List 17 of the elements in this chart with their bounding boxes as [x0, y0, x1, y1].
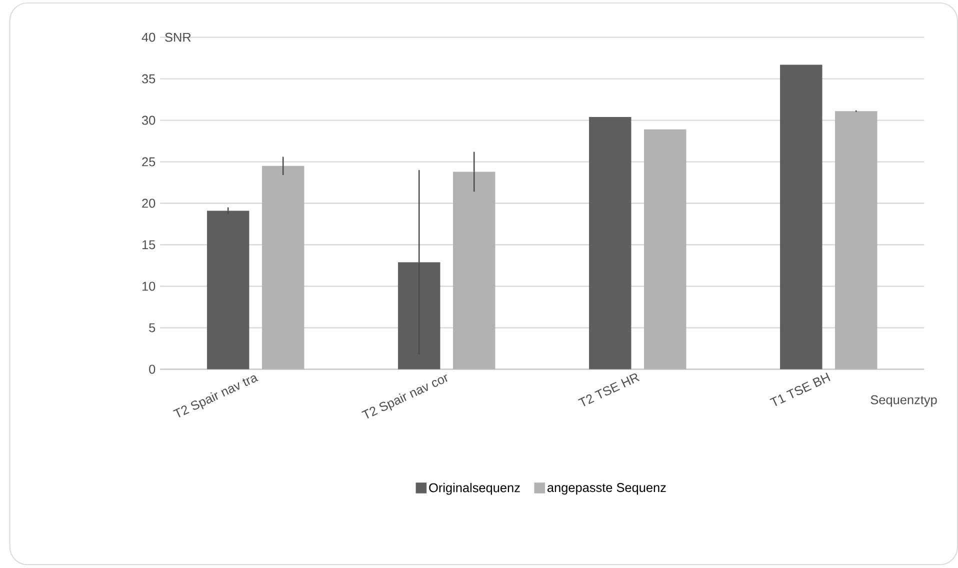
x-tick-label: T1 TSE BH — [770, 372, 830, 406]
y-tick-label: 35 — [142, 74, 156, 84]
y-axis-title: SNR — [165, 32, 191, 42]
y-tick-label: 5 — [149, 324, 156, 332]
legend-label: angepasste Sequenz — [547, 483, 666, 495]
y-tick-label: 0 — [149, 364, 156, 374]
y-tick-label: 10 — [142, 282, 156, 291]
y-tick-label: 20 — [142, 198, 156, 208]
x-axis-title: Sequenztyp — [870, 395, 937, 407]
y-tick-label: 40 — [142, 32, 156, 42]
x-tick-label: T2 Spair nav tra — [172, 376, 258, 418]
y-tick-label: 25 — [142, 157, 156, 166]
y-tick-label: 15 — [142, 240, 156, 250]
legend-label: Originalsequenz — [429, 483, 520, 495]
x-tick-label: T2 TSE HR — [578, 374, 640, 406]
x-tick-label: T2 Spair nav cor — [361, 374, 448, 419]
y-tick-label: 30 — [142, 116, 156, 125]
